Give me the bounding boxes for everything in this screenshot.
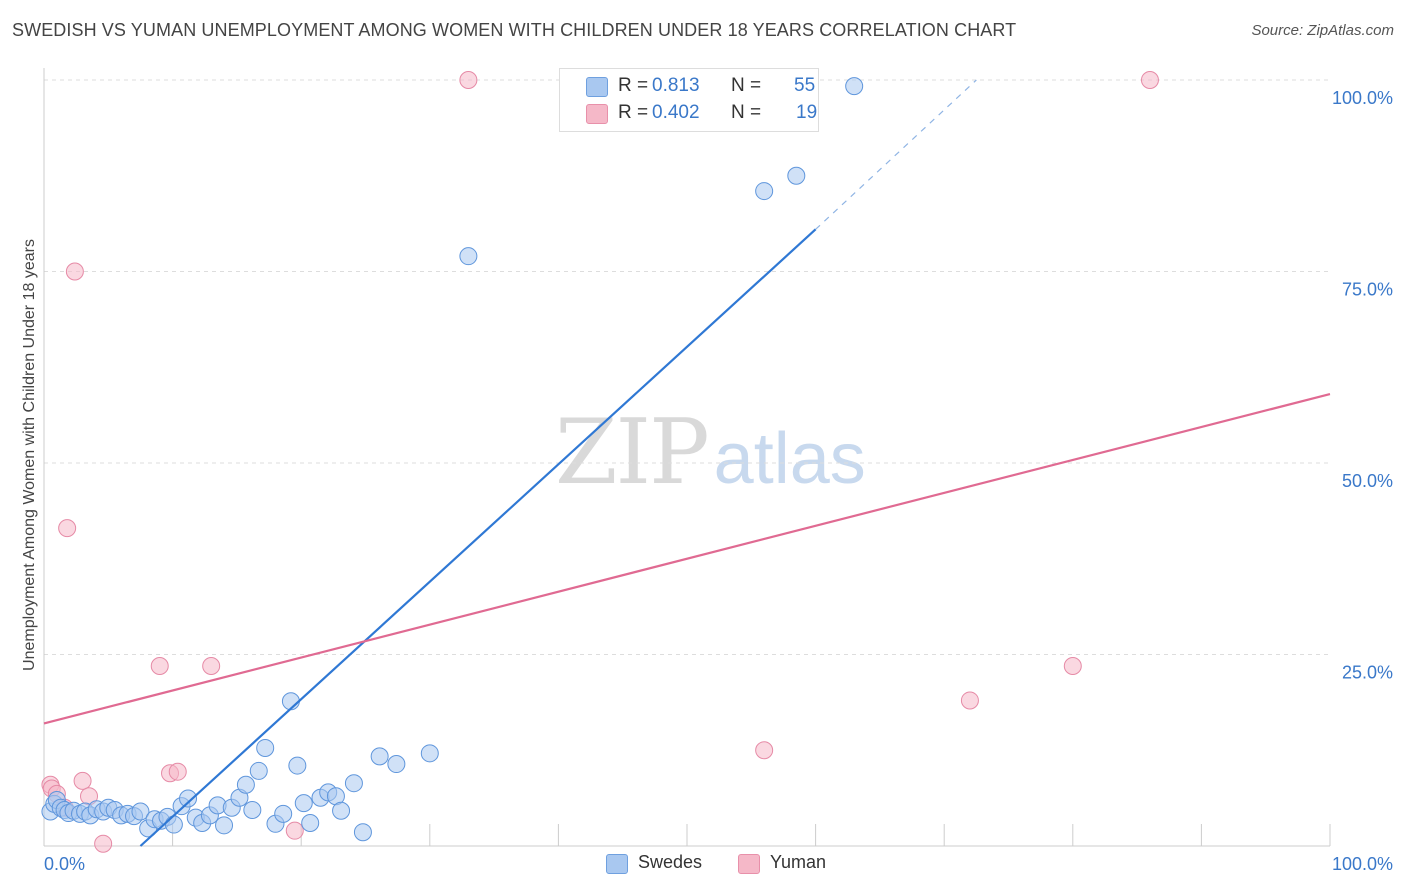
y-tick-label: 25.0% (1342, 663, 1393, 683)
swedes-point (787, 166, 806, 185)
yuman-point (960, 691, 979, 710)
x-tick-label: 100.0% (1332, 854, 1393, 874)
swedes-point (249, 761, 268, 780)
swedes-trend-line (139, 228, 817, 847)
swedes-point (179, 789, 198, 808)
swedes-point (344, 774, 363, 793)
swedes-point (236, 775, 255, 794)
yuman-point (459, 71, 478, 89)
y-tick-label: 50.0% (1342, 471, 1393, 491)
yuman-point (73, 771, 92, 790)
yuman-r-value: 0.402 (652, 102, 700, 123)
swedes-point (755, 182, 774, 201)
yuman-points (41, 71, 1159, 853)
x-tick-label: 0.0% (44, 854, 85, 874)
swedes-trend-extension (815, 79, 977, 230)
yuman-point (58, 519, 77, 538)
yuman-point (1063, 656, 1082, 675)
yuman-point (202, 656, 221, 675)
swedes-point (288, 756, 307, 775)
yuman-legend-label: Yuman (770, 852, 827, 872)
swedes-legend-label: Swedes (638, 852, 703, 872)
swedes-point (274, 804, 293, 823)
swedes-swatch (606, 854, 628, 874)
y-axis-label-wrap: Unemployment Among Women with Children U… (16, 190, 44, 720)
swedes-point (420, 744, 439, 763)
swedes-point (301, 814, 320, 833)
swedes-point (459, 247, 478, 266)
r-label: R = (618, 102, 649, 123)
yuman-point (285, 821, 304, 840)
y-tick-label: 100.0% (1332, 88, 1393, 108)
correlation-legend: R = 0.813 N = 55 R = 0.402 N = 19 (559, 68, 819, 132)
swedes-swatch (586, 77, 608, 97)
r-label: R = (618, 75, 649, 96)
source-credit: Source: ZipAtlas.com (1251, 22, 1394, 39)
n-label: N = (731, 102, 762, 123)
yuman-point (1140, 71, 1159, 89)
y-axis-label: Unemployment Among Women with Children U… (21, 239, 38, 671)
yuman-n-value: 19 (796, 102, 818, 123)
swedes-point (243, 800, 262, 819)
gridlines (44, 79, 1330, 655)
axes (43, 68, 1331, 847)
yuman-point (755, 741, 774, 760)
swedes-n-value: 55 (794, 75, 816, 96)
swedes-point (131, 802, 150, 821)
swedes-point (294, 794, 313, 813)
trend-lines (43, 79, 1331, 847)
swedes-point (256, 738, 275, 757)
swedes-point (370, 747, 389, 766)
swedes-point (387, 755, 406, 774)
swedes-point (845, 77, 864, 96)
swedes-point (215, 816, 234, 835)
yuman-point (65, 262, 84, 281)
tick-labels: 25.0% 50.0% 75.0% 100.0% 0.0% 100.0% (44, 88, 1393, 874)
swedes-point (164, 815, 183, 834)
swedes-point (332, 801, 351, 820)
yuman-trend-line (43, 392, 1331, 725)
yuman-swatch (738, 854, 760, 874)
swedes-points (41, 77, 864, 842)
swedes-point (353, 823, 372, 842)
yuman-point (168, 762, 187, 781)
yuman-swatch (586, 104, 608, 124)
yuman-point (94, 834, 113, 853)
yuman-point (150, 656, 169, 675)
n-label: N = (731, 75, 762, 96)
swedes-r-value: 0.813 (652, 75, 700, 96)
y-tick-label: 75.0% (1342, 280, 1393, 300)
chart-title: SWEDISH VS YUMAN UNEMPLOYMENT AMONG WOME… (12, 20, 1017, 40)
